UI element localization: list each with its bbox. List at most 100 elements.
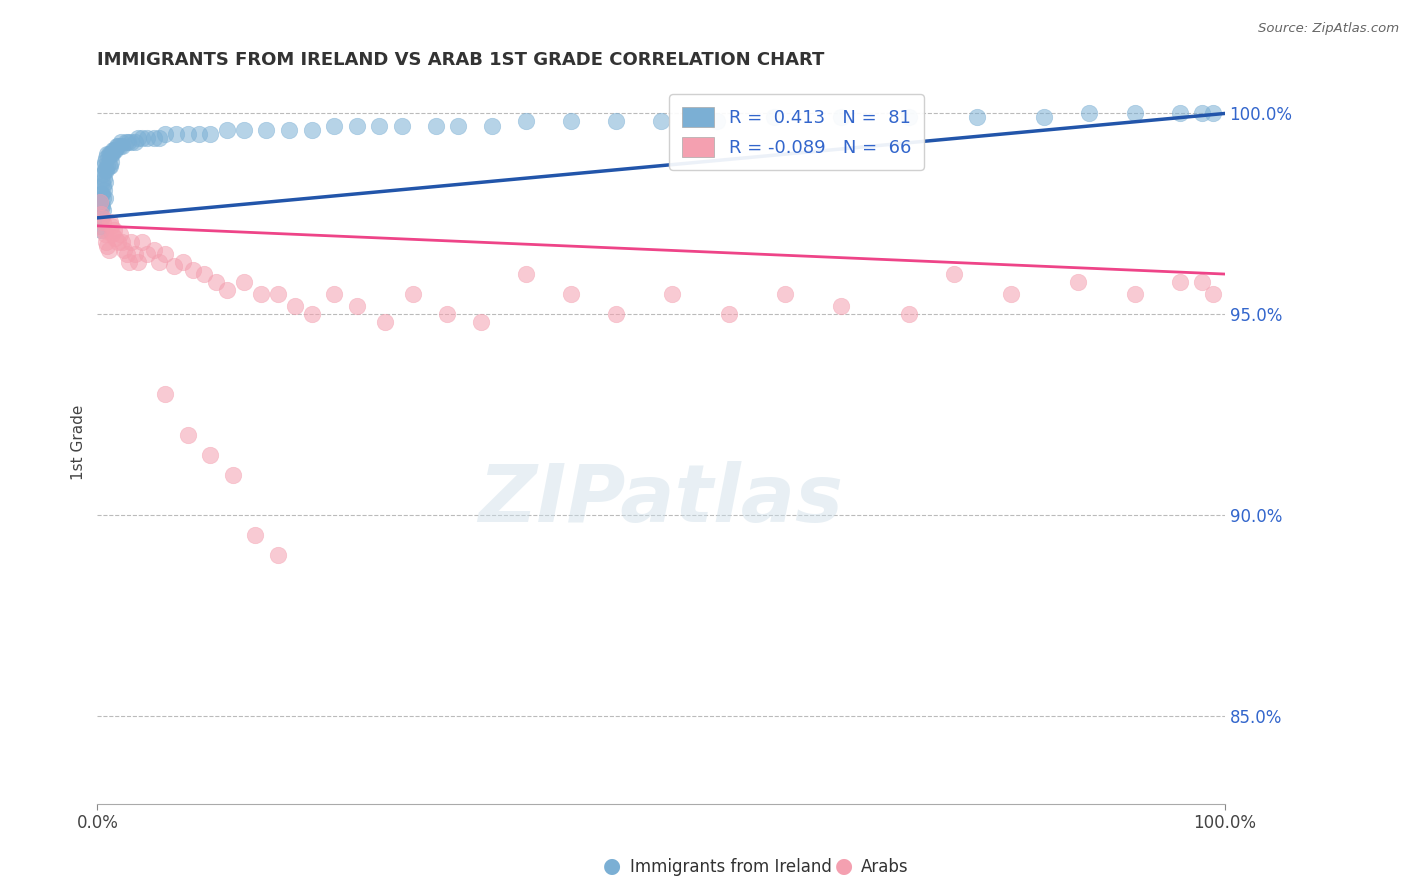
Point [436,307,458,321]
Point [898,111,921,125]
Point [90,211,112,225]
Point [90,199,112,213]
Point [402,287,425,301]
Point [284,299,307,313]
Point [187,127,209,141]
Point [198,127,221,141]
Point [101,143,124,157]
Point [650,114,672,128]
Point [94,227,117,241]
Point [98,215,121,229]
Point [91,191,114,205]
Point [346,299,368,313]
Point [243,528,266,542]
Point [89,194,111,209]
Y-axis label: 1st Grade: 1st Grade [72,405,86,481]
Point [96,162,118,177]
Point [163,259,186,273]
Point [346,119,368,133]
Point [103,223,125,237]
Point [256,122,278,136]
Point [278,122,301,136]
Point [172,255,194,269]
Point [215,283,238,297]
Point [90,199,112,213]
Point [91,167,114,181]
Legend: R =  0.413   N =  81, R = -0.089   N =  66: R = 0.413 N = 81, R = -0.089 N = 66 [669,94,924,170]
Point [110,135,132,149]
Point [89,194,111,209]
Point [1202,106,1225,120]
Point [90,207,112,221]
Point [142,243,165,257]
Text: ●: ● [835,856,852,876]
Point [96,159,118,173]
Point [148,255,170,269]
Point [250,287,273,301]
Point [425,119,447,133]
Point [374,315,396,329]
Point [267,287,290,301]
Point [605,307,627,321]
Point [117,135,139,149]
Point [221,467,243,482]
Point [101,227,124,241]
Point [1123,287,1146,301]
Point [1033,111,1056,125]
Point [204,275,226,289]
Point [108,138,131,153]
Point [1000,287,1022,301]
Point [301,122,323,136]
Point [142,130,165,145]
Point [966,111,988,125]
Point [94,175,117,189]
Point [131,235,153,249]
Point [96,235,118,249]
Point [93,159,115,173]
Point [131,130,153,145]
Point [193,267,215,281]
Point [198,448,221,462]
Point [108,227,131,241]
Text: Arabs: Arabs [860,858,908,876]
Point [94,191,117,205]
Point [120,235,142,249]
Point [115,247,138,261]
Point [100,154,122,169]
Point [112,243,135,257]
Point [114,135,136,149]
Point [97,159,120,173]
Text: ZIPatlas: ZIPatlas [478,461,844,540]
Point [181,263,204,277]
Point [447,119,470,133]
Point [104,143,127,157]
Point [93,223,115,237]
Point [1123,106,1146,120]
Point [898,307,921,321]
Point [323,119,346,133]
Point [124,247,146,261]
Point [830,299,852,313]
Point [104,231,127,245]
Point [560,287,582,301]
Point [706,114,728,128]
Point [1168,106,1191,120]
Point [96,151,118,165]
Point [1168,275,1191,289]
Point [101,146,124,161]
Point [368,119,391,133]
Point [100,146,122,161]
Point [605,114,627,128]
Point [153,127,176,141]
Point [176,127,198,141]
Point [323,287,346,301]
Point [96,239,118,253]
Point [232,275,254,289]
Point [153,247,176,261]
Point [661,287,683,301]
Point [1191,275,1213,289]
Point [94,154,117,169]
Point [91,178,114,193]
Point [93,183,115,197]
Text: Immigrants from Ireland: Immigrants from Ireland [630,858,832,876]
